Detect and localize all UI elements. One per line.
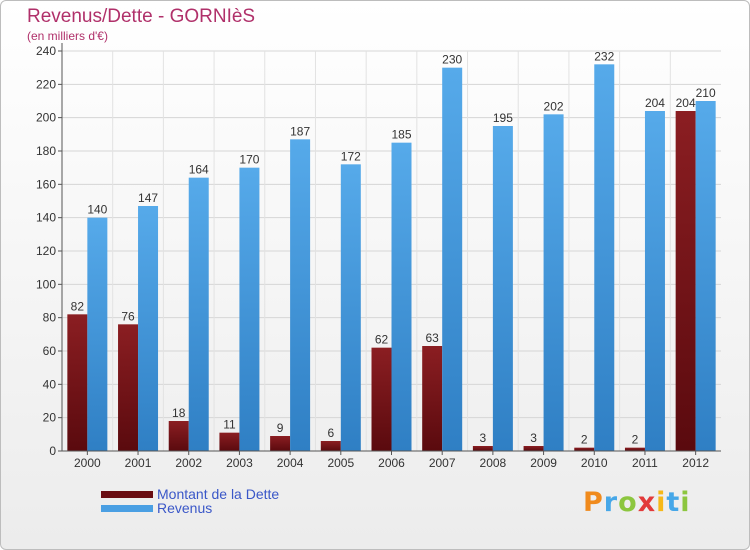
y-tick-label: 120: [36, 244, 56, 258]
legend-label-debt: Montant de la Dette: [157, 486, 280, 502]
data-label-debt: 63: [426, 331, 440, 345]
x-tick-label: 2005: [327, 456, 354, 470]
y-tick-label: 40: [43, 377, 57, 391]
data-label-revenue: 204: [645, 96, 665, 110]
bar-revenue: [695, 101, 716, 451]
bar-revenue: [644, 111, 665, 451]
bar-revenue: [188, 177, 209, 451]
data-label-debt: 18: [172, 406, 186, 420]
x-tick-label: 2000: [74, 456, 101, 470]
bar-debt: [624, 447, 645, 451]
data-label-revenue: 147: [138, 191, 158, 205]
legend: Montant de la Dette Revenus: [101, 486, 280, 516]
bar-debt: [472, 446, 493, 451]
legend-item-revenue: Revenus: [101, 500, 279, 516]
y-tick-label: 200: [36, 111, 56, 125]
bar-revenue: [87, 217, 108, 451]
data-label-debt: 9: [277, 421, 284, 435]
bar-debt: [67, 314, 88, 451]
data-label-revenue: 232: [594, 49, 614, 63]
x-tick-label: 2006: [378, 456, 405, 470]
bar-revenue: [290, 139, 311, 452]
bar-revenue: [239, 167, 260, 451]
data-label-debt: 6: [327, 426, 334, 440]
data-label-debt: 2: [581, 433, 588, 447]
bar-revenue: [442, 67, 463, 452]
y-tick-label: 60: [43, 344, 57, 358]
x-tick-label: 2003: [226, 456, 253, 470]
bar-debt: [574, 447, 595, 451]
x-tick-label: 2004: [277, 456, 304, 470]
legend-item-debt: Montant de la Dette: [101, 486, 280, 502]
chart-subtitle: (en milliers d'€): [27, 29, 108, 43]
bar-revenue: [138, 206, 159, 451]
data-label-revenue: 185: [391, 128, 411, 142]
y-tick-label: 80: [43, 311, 57, 325]
bar-revenue: [543, 114, 564, 451]
data-label-revenue: 230: [442, 53, 462, 67]
bar-revenue: [594, 64, 615, 452]
data-label-debt: 11: [223, 418, 236, 432]
bar-debt: [118, 324, 139, 451]
data-label-revenue: 195: [493, 111, 513, 125]
y-tick-label: 160: [36, 177, 56, 191]
data-label-debt: 2: [632, 433, 639, 447]
x-tick-label: 2007: [429, 456, 456, 470]
data-label-debt: 3: [480, 431, 487, 445]
y-tick-label: 180: [36, 144, 56, 158]
bar-debt: [219, 432, 240, 451]
y-tick-label: 220: [36, 77, 56, 91]
proxiti-logo: Proxiti: [583, 487, 691, 518]
x-tick-label: 2011: [632, 456, 658, 470]
data-label-revenue: 164: [189, 163, 209, 177]
bar-debt: [675, 111, 696, 451]
data-label-revenue: 210: [696, 86, 716, 100]
x-tick-label: 2008: [480, 456, 507, 470]
legend-swatch-debt: [101, 490, 153, 498]
data-label-revenue: 170: [239, 153, 259, 167]
bar-revenue: [492, 126, 513, 451]
x-tick-label: 2009: [530, 456, 557, 470]
y-tick-label: 240: [36, 44, 56, 58]
bar-debt: [371, 347, 392, 451]
y-tick-label: 100: [36, 277, 56, 291]
data-label-debt: 3: [530, 431, 537, 445]
bar-debt: [523, 446, 544, 451]
legend-label-revenue: Revenus: [157, 500, 213, 516]
data-label-revenue: 140: [87, 203, 107, 217]
bar-debt: [320, 441, 341, 451]
x-tick-label: 2010: [581, 456, 608, 470]
data-label-revenue: 187: [290, 124, 310, 138]
data-label-debt: 204: [676, 96, 696, 110]
chart-title: Revenus/Dette - GORNIèS: [27, 6, 256, 27]
data-label-revenue: 172: [341, 149, 361, 163]
y-tick-label: 140: [36, 211, 56, 225]
bar-revenue: [340, 164, 361, 452]
bar-debt: [422, 346, 443, 451]
x-tick-label: 2012: [682, 456, 709, 470]
bar-revenue: [391, 142, 412, 451]
bar-debt: [168, 421, 189, 451]
data-label-revenue: 202: [544, 99, 564, 113]
y-tick-label: 0: [49, 444, 56, 458]
data-label-debt: 76: [121, 309, 135, 323]
x-tick-label: 2001: [125, 456, 152, 470]
y-tick-label: 20: [43, 411, 57, 425]
data-label-debt: 82: [71, 299, 85, 313]
x-tick-label: 2002: [175, 456, 202, 470]
data-label-debt: 62: [375, 333, 389, 347]
legend-swatch-revenue: [101, 504, 153, 512]
bar-debt: [270, 436, 291, 451]
